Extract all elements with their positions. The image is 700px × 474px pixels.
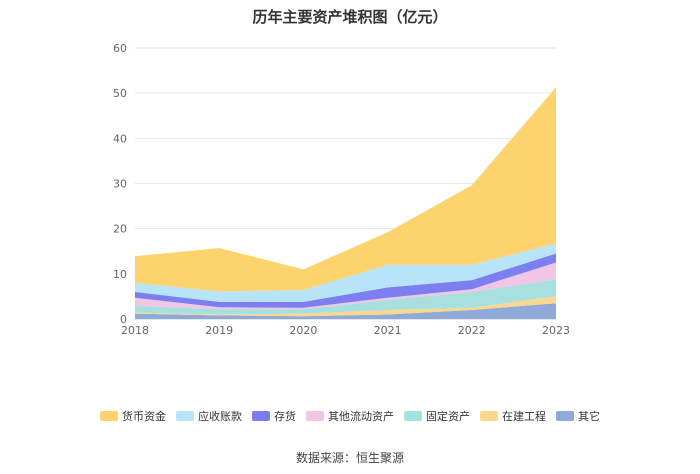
x-tick-label: 2018	[121, 324, 149, 337]
legend-item[interactable]: 存货	[252, 408, 296, 424]
y-tick-label: 60	[113, 42, 127, 55]
y-tick-label: 30	[113, 178, 127, 191]
legend-label: 在建工程	[502, 410, 546, 423]
legend-item[interactable]: 货币资金	[100, 408, 166, 424]
x-tick-label: 2021	[374, 324, 402, 337]
legend-label: 存货	[274, 410, 296, 423]
legend-label: 应收账款	[198, 410, 242, 423]
legend-label: 固定资产	[426, 410, 470, 423]
legend-swatch	[480, 411, 498, 421]
legend-label: 货币资金	[122, 410, 166, 423]
legend-item[interactable]: 在建工程	[480, 408, 546, 424]
x-tick-label: 2019	[205, 324, 233, 337]
area-series-在建工程	[135, 296, 556, 317]
legend-swatch	[404, 411, 422, 421]
area-series-存货	[135, 253, 556, 308]
legend-swatch	[556, 411, 574, 421]
legend-label: 其他流动资产	[328, 410, 394, 423]
area-series-应收账款	[135, 243, 556, 302]
area-series-其它	[135, 303, 556, 319]
y-tick-label: 20	[113, 223, 127, 236]
legend-item[interactable]: 其它	[556, 408, 600, 424]
legend-swatch	[252, 411, 270, 421]
x-tick-label: 2023	[542, 324, 570, 337]
legend-swatch	[100, 411, 118, 421]
legend-item[interactable]: 其他流动资产	[306, 408, 394, 424]
chart-title: 历年主要资产堆积图（亿元）	[252, 8, 448, 26]
area-series-其他流动资产	[135, 262, 556, 310]
data-source: 数据来源：恒生聚源	[295, 451, 404, 465]
legend-item[interactable]: 固定资产	[404, 408, 470, 424]
area-series-货币资金	[135, 87, 556, 292]
y-tick-label: 10	[113, 268, 127, 281]
area-series-固定资产	[135, 279, 556, 315]
y-tick-label: 40	[113, 132, 127, 145]
legend-label: 其它	[578, 410, 600, 423]
x-tick-label: 2022	[458, 324, 486, 337]
legend-item[interactable]: 应收账款	[176, 408, 242, 424]
y-tick-label: 0	[120, 313, 127, 326]
y-tick-label: 50	[113, 87, 127, 100]
x-tick-label: 2020	[289, 324, 317, 337]
legend: 货币资金 应收账款 存货 其他流动资产 固定资产 在建工程 其它	[0, 408, 700, 424]
legend-swatch	[306, 411, 324, 421]
legend-swatch	[176, 411, 194, 421]
